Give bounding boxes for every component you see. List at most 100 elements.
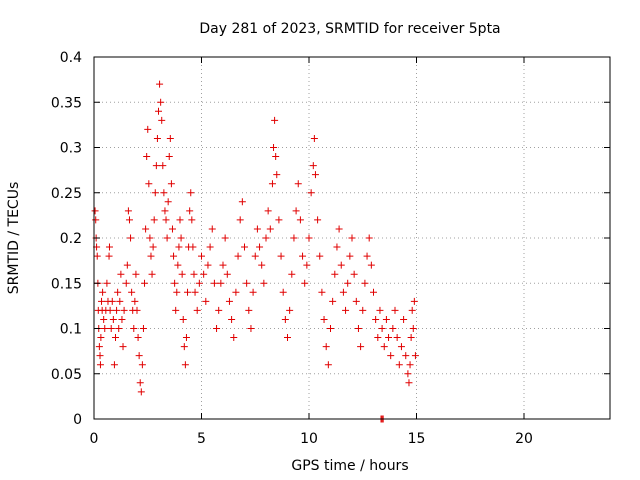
data-point <box>238 198 246 206</box>
data-point <box>110 361 118 369</box>
data-point <box>92 216 100 224</box>
data-point <box>132 270 140 278</box>
data-point <box>318 288 326 296</box>
data-point <box>271 116 279 124</box>
data-point <box>142 225 150 233</box>
data-point <box>405 379 413 387</box>
data-point <box>159 162 167 170</box>
data-point <box>397 343 405 351</box>
data-point <box>395 361 403 369</box>
data-point <box>310 134 318 142</box>
x-axis-label: GPS time / hours <box>291 458 408 474</box>
data-point <box>292 207 300 215</box>
data-point <box>128 288 136 296</box>
data-point <box>182 334 190 342</box>
data-point <box>139 325 147 332</box>
y-tick-label: 0.35 <box>51 95 82 111</box>
data-point <box>103 279 111 287</box>
data-point <box>149 243 157 251</box>
data-point <box>206 243 214 251</box>
chart-title: Day 281 of 2023, SRMTID for receiver 5pt… <box>199 21 500 37</box>
data-point <box>290 234 298 242</box>
data-point <box>170 252 178 260</box>
data-point <box>186 207 194 215</box>
data-point <box>97 334 105 342</box>
data-point <box>350 270 358 278</box>
data-point <box>272 153 280 161</box>
data-point <box>309 162 317 170</box>
data-point <box>221 234 229 242</box>
data-point <box>125 216 133 224</box>
data-point <box>337 261 345 269</box>
data-point <box>127 234 135 242</box>
data-point <box>275 216 283 224</box>
data-point <box>100 315 108 323</box>
data-point <box>215 306 223 314</box>
data-point <box>188 216 196 224</box>
data-point <box>391 306 399 314</box>
data-point <box>219 261 227 269</box>
data-point <box>270 144 278 151</box>
data-point <box>307 189 315 197</box>
data-point <box>262 234 270 242</box>
data-point <box>249 288 257 296</box>
data-point <box>400 315 408 323</box>
data-point <box>166 134 174 142</box>
data-point <box>160 189 168 197</box>
data-point <box>258 261 266 269</box>
y-axis-label: SRMTID / TECUs <box>6 182 22 295</box>
data-point <box>266 225 274 233</box>
data-point <box>191 288 199 296</box>
data-point <box>164 198 172 206</box>
data-point <box>177 234 185 242</box>
data-point <box>236 216 244 224</box>
y-tick-label: 0.05 <box>51 367 82 383</box>
data-point <box>382 315 390 323</box>
data-point <box>404 370 412 378</box>
data-point <box>148 270 156 278</box>
data-point <box>363 252 371 260</box>
data-point <box>225 297 233 305</box>
data-point <box>324 361 332 369</box>
data-point <box>144 125 152 133</box>
data-point <box>352 297 360 305</box>
data-point <box>145 180 153 188</box>
data-point <box>146 234 154 242</box>
data-point <box>130 325 138 332</box>
data-point <box>200 270 208 278</box>
data-point <box>335 225 343 233</box>
data-point <box>147 252 155 260</box>
data-point <box>253 225 261 233</box>
data-point <box>98 297 106 305</box>
data-point <box>112 334 119 342</box>
data-point <box>155 107 162 115</box>
data-point <box>380 343 388 351</box>
data-point <box>260 279 268 287</box>
data-point <box>181 361 189 369</box>
data-point <box>314 216 322 224</box>
data-point <box>374 334 382 342</box>
data-point <box>173 288 181 296</box>
data-point <box>198 252 205 260</box>
data-point <box>137 388 145 396</box>
data-point <box>189 243 197 251</box>
data-point <box>286 306 294 314</box>
data-point <box>96 352 104 360</box>
data-point <box>156 80 164 88</box>
data-point <box>107 325 115 332</box>
data-point <box>299 252 307 260</box>
data-point <box>114 288 122 296</box>
data-point <box>168 225 176 233</box>
data-point <box>124 207 132 215</box>
data-point <box>378 325 386 332</box>
data-point <box>95 343 103 351</box>
data-point <box>119 343 127 351</box>
data-point <box>251 252 259 260</box>
data-point <box>407 334 415 342</box>
x-tick-label: 5 <box>197 431 206 447</box>
data-point <box>172 306 180 314</box>
data-point <box>402 352 410 360</box>
data-point <box>217 279 225 287</box>
data-point <box>247 325 255 332</box>
y-tick-label: 0.4 <box>60 50 82 66</box>
